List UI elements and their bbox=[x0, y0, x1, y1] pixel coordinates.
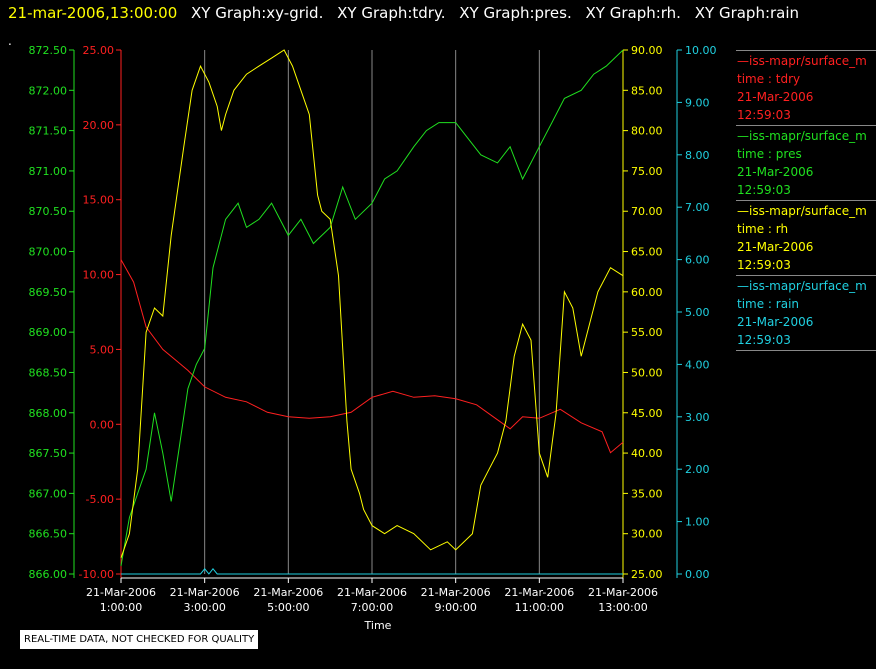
rain-tick-label: 9.00 bbox=[685, 96, 710, 109]
rh-tick-label: 65.00 bbox=[631, 246, 663, 259]
rain-tick-label: 2.00 bbox=[685, 463, 710, 476]
pres-tick-label: 872.00 bbox=[29, 84, 68, 97]
rh-tick-label: 35.00 bbox=[631, 487, 663, 500]
quality-disclaimer: REAL-TIME DATA, NOT CHECKED FOR QUALITY bbox=[20, 630, 259, 649]
legend-date: 21-Mar-2006 bbox=[737, 315, 814, 329]
series-line-pres bbox=[120, 49, 624, 566]
pres-tick-label: 868.00 bbox=[29, 407, 68, 420]
legend-entry-tdry[interactable]: —iss-mapr/surface_m time : tdry 21-Mar-2… bbox=[736, 50, 876, 125]
series-line-rh bbox=[120, 49, 624, 559]
rh-tick-label: 85.00 bbox=[631, 84, 663, 97]
tdry-tick-label: -10.00 bbox=[79, 568, 114, 581]
legend-source: —iss-mapr/surface_m bbox=[737, 129, 867, 143]
title-graph-tdry: XY Graph:tdry. bbox=[337, 4, 446, 22]
rh-tick-label: 25.00 bbox=[631, 568, 663, 581]
legend: —iss-mapr/surface_m time : tdry 21-Mar-2… bbox=[736, 50, 876, 351]
legend-var: time : pres bbox=[737, 147, 802, 161]
series-line-tdry bbox=[120, 259, 624, 454]
rain-tick-label: 3.00 bbox=[685, 411, 710, 424]
legend-source: —iss-mapr/surface_m bbox=[737, 279, 867, 293]
legend-time: 12:59:03 bbox=[737, 108, 791, 122]
x-axis-title: Time bbox=[364, 619, 392, 632]
rain-tick-label: 0.00 bbox=[685, 568, 710, 581]
pres-tick-label: 868.50 bbox=[29, 366, 68, 379]
legend-var: time : rh bbox=[737, 222, 789, 236]
legend-time: 12:59:03 bbox=[737, 258, 791, 272]
pres-tick-label: 871.00 bbox=[29, 165, 68, 178]
series-line-rain bbox=[121, 567, 623, 575]
rh-tick-label: 90.00 bbox=[631, 44, 663, 57]
rain-tick-label: 5.00 bbox=[685, 306, 710, 319]
pres-tick-label: 871.50 bbox=[29, 125, 68, 138]
x-tick-date: 21-Mar-2006 bbox=[253, 586, 323, 599]
rain-tick-label: 10.00 bbox=[685, 44, 717, 57]
x-tick-date: 21-Mar-2006 bbox=[504, 586, 574, 599]
rh-tick-label: 60.00 bbox=[631, 286, 663, 299]
rain-tick-label: 7.00 bbox=[685, 201, 710, 214]
x-tick-time: 11:00:00 bbox=[515, 601, 564, 614]
rh-tick-label: 45.00 bbox=[631, 407, 663, 420]
legend-entry-rh[interactable]: —iss-mapr/surface_m time : rh 21-Mar-200… bbox=[736, 200, 876, 275]
rain-tick-label: 6.00 bbox=[685, 254, 710, 267]
title-graph-xy-grid: XY Graph:xy-grid. bbox=[191, 4, 324, 22]
title-graph-rh: XY Graph:rh. bbox=[585, 4, 681, 22]
title-timestamp: 21-mar-2006,13:00:00 bbox=[8, 4, 178, 22]
x-tick-time: 1:00:00 bbox=[100, 601, 142, 614]
pres-tick-label: 866.00 bbox=[29, 568, 68, 581]
tdry-tick-label: 5.00 bbox=[90, 343, 115, 356]
rain-tick-label: 8.00 bbox=[685, 149, 710, 162]
pres-tick-label: 869.00 bbox=[29, 326, 68, 339]
legend-var: time : tdry bbox=[737, 72, 801, 86]
x-tick-date: 21-Mar-2006 bbox=[421, 586, 491, 599]
legend-date: 21-Mar-2006 bbox=[737, 90, 814, 104]
rh-tick-label: 30.00 bbox=[631, 528, 663, 541]
legend-date: 21-Mar-2006 bbox=[737, 165, 814, 179]
pres-tick-label: 870.50 bbox=[29, 205, 68, 218]
tdry-tick-label: -5.00 bbox=[86, 493, 114, 506]
legend-source: —iss-mapr/surface_m bbox=[737, 54, 867, 68]
pres-tick-label: 872.50 bbox=[29, 44, 68, 57]
x-tick-date: 21-Mar-2006 bbox=[86, 586, 156, 599]
legend-time: 12:59:03 bbox=[737, 183, 791, 197]
title-graph-pres: XY Graph:pres. bbox=[459, 4, 572, 22]
pres-tick-label: 867.50 bbox=[29, 447, 68, 460]
rh-tick-label: 50.00 bbox=[631, 366, 663, 379]
tdry-tick-label: 25.00 bbox=[83, 44, 115, 57]
rh-tick-label: 70.00 bbox=[631, 205, 663, 218]
x-tick-time: 9:00:00 bbox=[434, 601, 476, 614]
x-tick-time: 5:00:00 bbox=[267, 601, 309, 614]
legend-entry-rain[interactable]: —iss-mapr/surface_m time : rain 21-Mar-2… bbox=[736, 275, 876, 351]
legend-entry-pres[interactable]: —iss-mapr/surface_m time : pres 21-Mar-2… bbox=[736, 125, 876, 200]
graph-title: 21-mar-2006,13:00:00 XY Graph:xy-grid. X… bbox=[8, 4, 799, 22]
dot-marker: . bbox=[8, 34, 12, 48]
x-tick-time: 7:00:00 bbox=[351, 601, 393, 614]
pres-tick-label: 870.00 bbox=[29, 246, 68, 259]
rh-tick-label: 40.00 bbox=[631, 447, 663, 460]
rain-tick-label: 1.00 bbox=[685, 516, 710, 529]
tdry-tick-label: 20.00 bbox=[83, 119, 115, 132]
rh-tick-label: 55.00 bbox=[631, 326, 663, 339]
legend-source: —iss-mapr/surface_m bbox=[737, 204, 867, 218]
rh-tick-label: 80.00 bbox=[631, 125, 663, 138]
title-graph-rain: XY Graph:rain bbox=[694, 4, 800, 22]
x-tick-time: 13:00:00 bbox=[598, 601, 647, 614]
rain-tick-label: 4.00 bbox=[685, 358, 710, 371]
legend-var: time : rain bbox=[737, 297, 800, 311]
pres-tick-label: 866.50 bbox=[29, 528, 68, 541]
x-tick-date: 21-Mar-2006 bbox=[337, 586, 407, 599]
pres-tick-label: 867.00 bbox=[29, 487, 68, 500]
x-tick-time: 3:00:00 bbox=[183, 601, 225, 614]
tdry-tick-label: 15.00 bbox=[83, 194, 115, 207]
tdry-tick-label: 10.00 bbox=[83, 269, 115, 282]
x-tick-date: 21-Mar-2006 bbox=[170, 586, 240, 599]
pres-tick-label: 869.50 bbox=[29, 286, 68, 299]
tdry-tick-label: 0.00 bbox=[90, 418, 115, 431]
legend-time: 12:59:03 bbox=[737, 333, 791, 347]
x-tick-date: 21-Mar-2006 bbox=[588, 586, 658, 599]
legend-date: 21-Mar-2006 bbox=[737, 240, 814, 254]
rh-tick-label: 75.00 bbox=[631, 165, 663, 178]
